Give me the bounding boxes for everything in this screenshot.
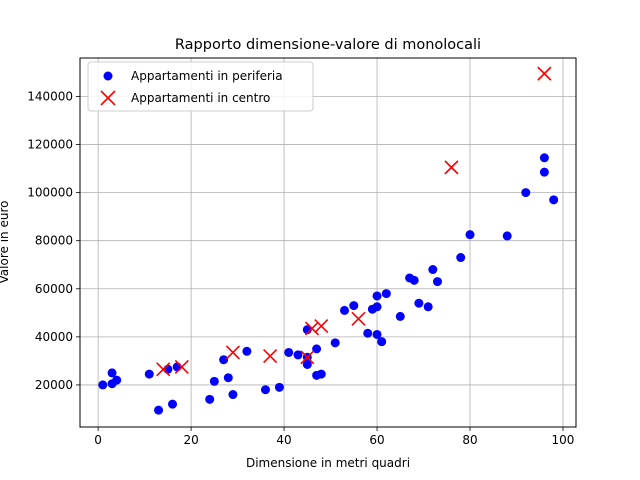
- data-point-periferia: [219, 355, 229, 365]
- data-point-periferia: [502, 231, 512, 241]
- series-1: [156, 66, 552, 377]
- data-point-periferia: [377, 337, 387, 347]
- data-point-periferia: [107, 368, 117, 378]
- data-point-periferia: [312, 344, 322, 354]
- series-0: [98, 153, 559, 415]
- data-point-periferia: [112, 375, 122, 385]
- data-point-periferia: [144, 369, 154, 379]
- data-point-periferia: [456, 253, 466, 263]
- data-point-periferia: [302, 359, 312, 369]
- data-point-periferia: [242, 346, 252, 356]
- data-point-periferia: [172, 362, 182, 372]
- legend: Appartamenti in periferia Appartamenti i…: [87, 61, 314, 112]
- data-point-periferia: [340, 305, 350, 315]
- x-tick-label: 60: [369, 433, 384, 447]
- chart-title: Rapporto dimensione-valore di monolocali: [175, 37, 481, 53]
- data-point-periferia: [168, 399, 178, 409]
- data-point-centro: [156, 362, 171, 377]
- data-point-periferia: [228, 390, 238, 400]
- grid-lines: [80, 58, 576, 427]
- data-point-periferia: [284, 347, 294, 357]
- data-point-centro: [304, 321, 320, 336]
- legend-label-centro: Appartamenti in centro: [131, 91, 270, 105]
- data-point-periferia: [395, 311, 405, 321]
- data-point-centro: [351, 311, 366, 326]
- data-point-periferia: [539, 167, 549, 177]
- data-point-periferia: [539, 153, 549, 163]
- y-tick-label: 40000: [35, 330, 73, 344]
- legend-marker-periferia: [103, 71, 113, 81]
- data-point-periferia: [349, 301, 359, 311]
- data-point-periferia: [223, 373, 233, 383]
- legend-box: [87, 61, 314, 112]
- data-point-periferia: [423, 302, 433, 312]
- y-tick-label: 60000: [35, 282, 73, 296]
- legend-marker-centro: [100, 90, 116, 106]
- y-tick-label: 140000: [27, 89, 73, 103]
- data-point-centro: [263, 349, 278, 364]
- y-axis-label: Valore in euro: [0, 201, 11, 284]
- x-tick-label: 80: [462, 433, 477, 447]
- data-point-periferia: [163, 364, 173, 374]
- data-point-centro: [300, 350, 315, 365]
- data-point-periferia: [414, 298, 424, 308]
- data-point-centro: [225, 345, 241, 360]
- plot-area-frame: [79, 57, 577, 428]
- legend-label-periferia: Appartamenti in periferia: [131, 69, 283, 83]
- data-point-periferia: [293, 350, 303, 360]
- data-point-centro: [444, 160, 459, 175]
- data-point-periferia: [465, 230, 475, 240]
- x-tick-label: 40: [276, 433, 291, 447]
- data-point-periferia: [98, 380, 108, 390]
- data-point-centro: [537, 66, 552, 81]
- data-point-periferia: [428, 265, 438, 275]
- data-point-periferia: [363, 328, 373, 338]
- data-point-periferia: [260, 385, 270, 395]
- data-point-periferia: [409, 275, 419, 285]
- x-tick-label: 100: [552, 433, 575, 447]
- data-point-periferia: [521, 188, 531, 198]
- y-tick-label: 120000: [27, 138, 73, 152]
- x-tick-label: 0: [94, 433, 102, 447]
- data-point-centro: [174, 359, 189, 374]
- data-point-periferia: [432, 277, 442, 287]
- data-point-periferia: [372, 302, 382, 312]
- x-axis-label: Dimensione in metri quadri: [246, 456, 410, 470]
- data-points: [98, 66, 559, 415]
- data-point-periferia: [205, 394, 215, 404]
- y-tick-label: 80000: [35, 234, 73, 248]
- data-point-periferia: [549, 195, 559, 205]
- x-tick-label: 20: [183, 433, 198, 447]
- data-point-periferia: [316, 369, 326, 379]
- data-point-periferia: [372, 329, 382, 339]
- data-point-periferia: [274, 382, 284, 392]
- data-point-periferia: [381, 289, 391, 299]
- data-point-periferia: [154, 405, 164, 415]
- axis-ticks: 0 20 40 60 80 100 20000 40000 60000 80000 100000 12…: [27, 89, 574, 447]
- data-point-periferia: [330, 338, 340, 348]
- y-tick-label: 20000: [35, 378, 73, 392]
- data-point-periferia: [372, 291, 382, 301]
- y-tick-label: 100000: [27, 186, 73, 200]
- data-point-centro: [314, 318, 329, 334]
- data-point-periferia: [209, 376, 219, 386]
